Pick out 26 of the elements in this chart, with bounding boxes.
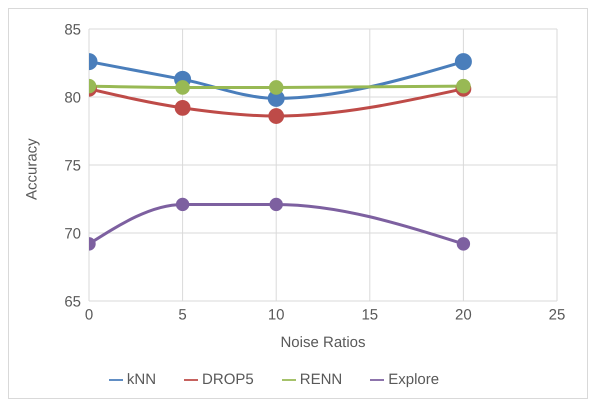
point <box>175 80 190 95</box>
legend-label: RENN <box>300 371 342 388</box>
legend-label: kNN <box>126 371 156 388</box>
x-tick-label: 5 <box>178 306 187 324</box>
legend-label: DROP5 <box>202 371 254 388</box>
legend-label: Explore <box>388 371 440 388</box>
point <box>456 237 470 251</box>
y-axis-title: Accuracy <box>23 138 40 200</box>
x-tick-label: 0 <box>84 306 94 324</box>
point <box>456 78 471 94</box>
y-tick-label: 85 <box>64 21 81 38</box>
y-tick-label: 70 <box>64 225 81 242</box>
x-axis-title: Noise Ratios <box>280 334 366 351</box>
x-tick-label: 15 <box>361 306 378 324</box>
point <box>268 80 284 95</box>
point <box>270 198 283 212</box>
point <box>174 100 190 116</box>
x-tick-label: 20 <box>455 306 472 324</box>
point <box>268 108 284 124</box>
point <box>176 198 190 212</box>
x-tick-label: 25 <box>548 306 566 324</box>
x-tick-label: 10 <box>268 306 285 324</box>
point <box>454 53 472 70</box>
y-tick-label: 75 <box>64 157 81 174</box>
y-tick-label: 65 <box>64 293 81 310</box>
y-tick-label: 80 <box>64 89 81 106</box>
